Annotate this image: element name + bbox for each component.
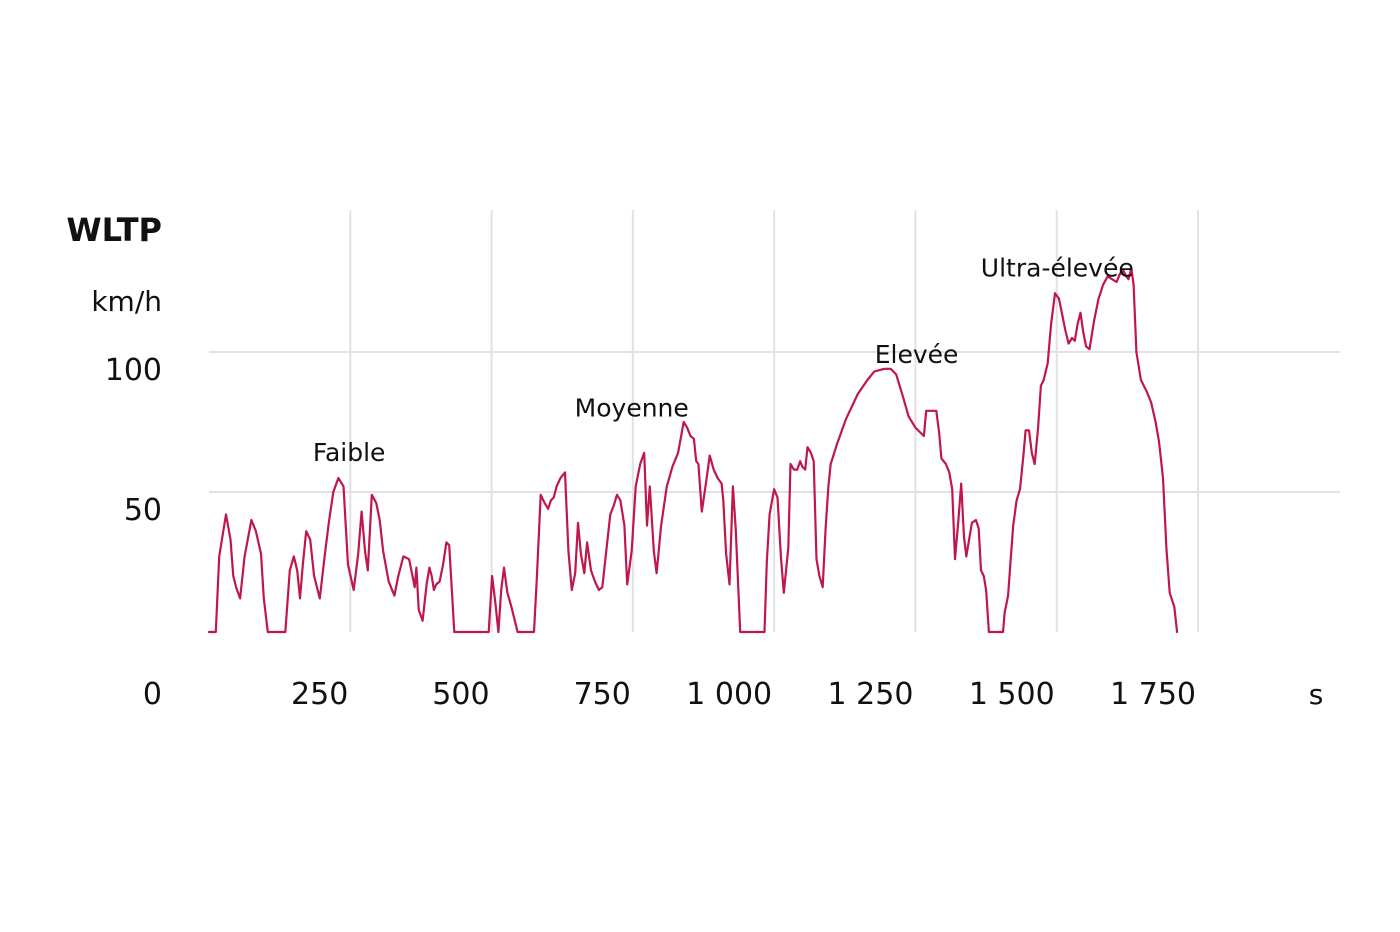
phase-label: Faible <box>313 438 386 467</box>
x-tick-label: 1 250 <box>828 677 914 712</box>
grid-layer <box>209 210 1340 632</box>
x-tick-label: 500 <box>432 677 489 712</box>
speed-series-line <box>207 266 1179 634</box>
y-axis-unit: km/h <box>91 285 162 318</box>
y-tick-label: 50 <box>124 493 162 528</box>
y-tick-label: 0 <box>143 677 162 712</box>
phase-label: Ultra-élevée <box>981 253 1134 282</box>
x-tick-label: 750 <box>574 677 631 712</box>
chart-title: WLTP <box>66 211 162 249</box>
y-tick-label: 100 <box>105 353 162 388</box>
x-tick-label: 1 000 <box>686 677 772 712</box>
text-layer: WLTP km/h s 250 500 750 1 000 1 250 1 500 1 75… <box>66 211 1323 712</box>
x-tick-label: 1 500 <box>969 677 1055 712</box>
x-tick-label: 1 750 <box>1110 677 1196 712</box>
x-tick-label: 250 <box>291 677 348 712</box>
series-layer <box>207 266 1179 634</box>
phase-label: Elevée <box>875 340 959 369</box>
x-axis-unit: s <box>1309 678 1324 711</box>
phase-label: Moyenne <box>575 393 689 422</box>
